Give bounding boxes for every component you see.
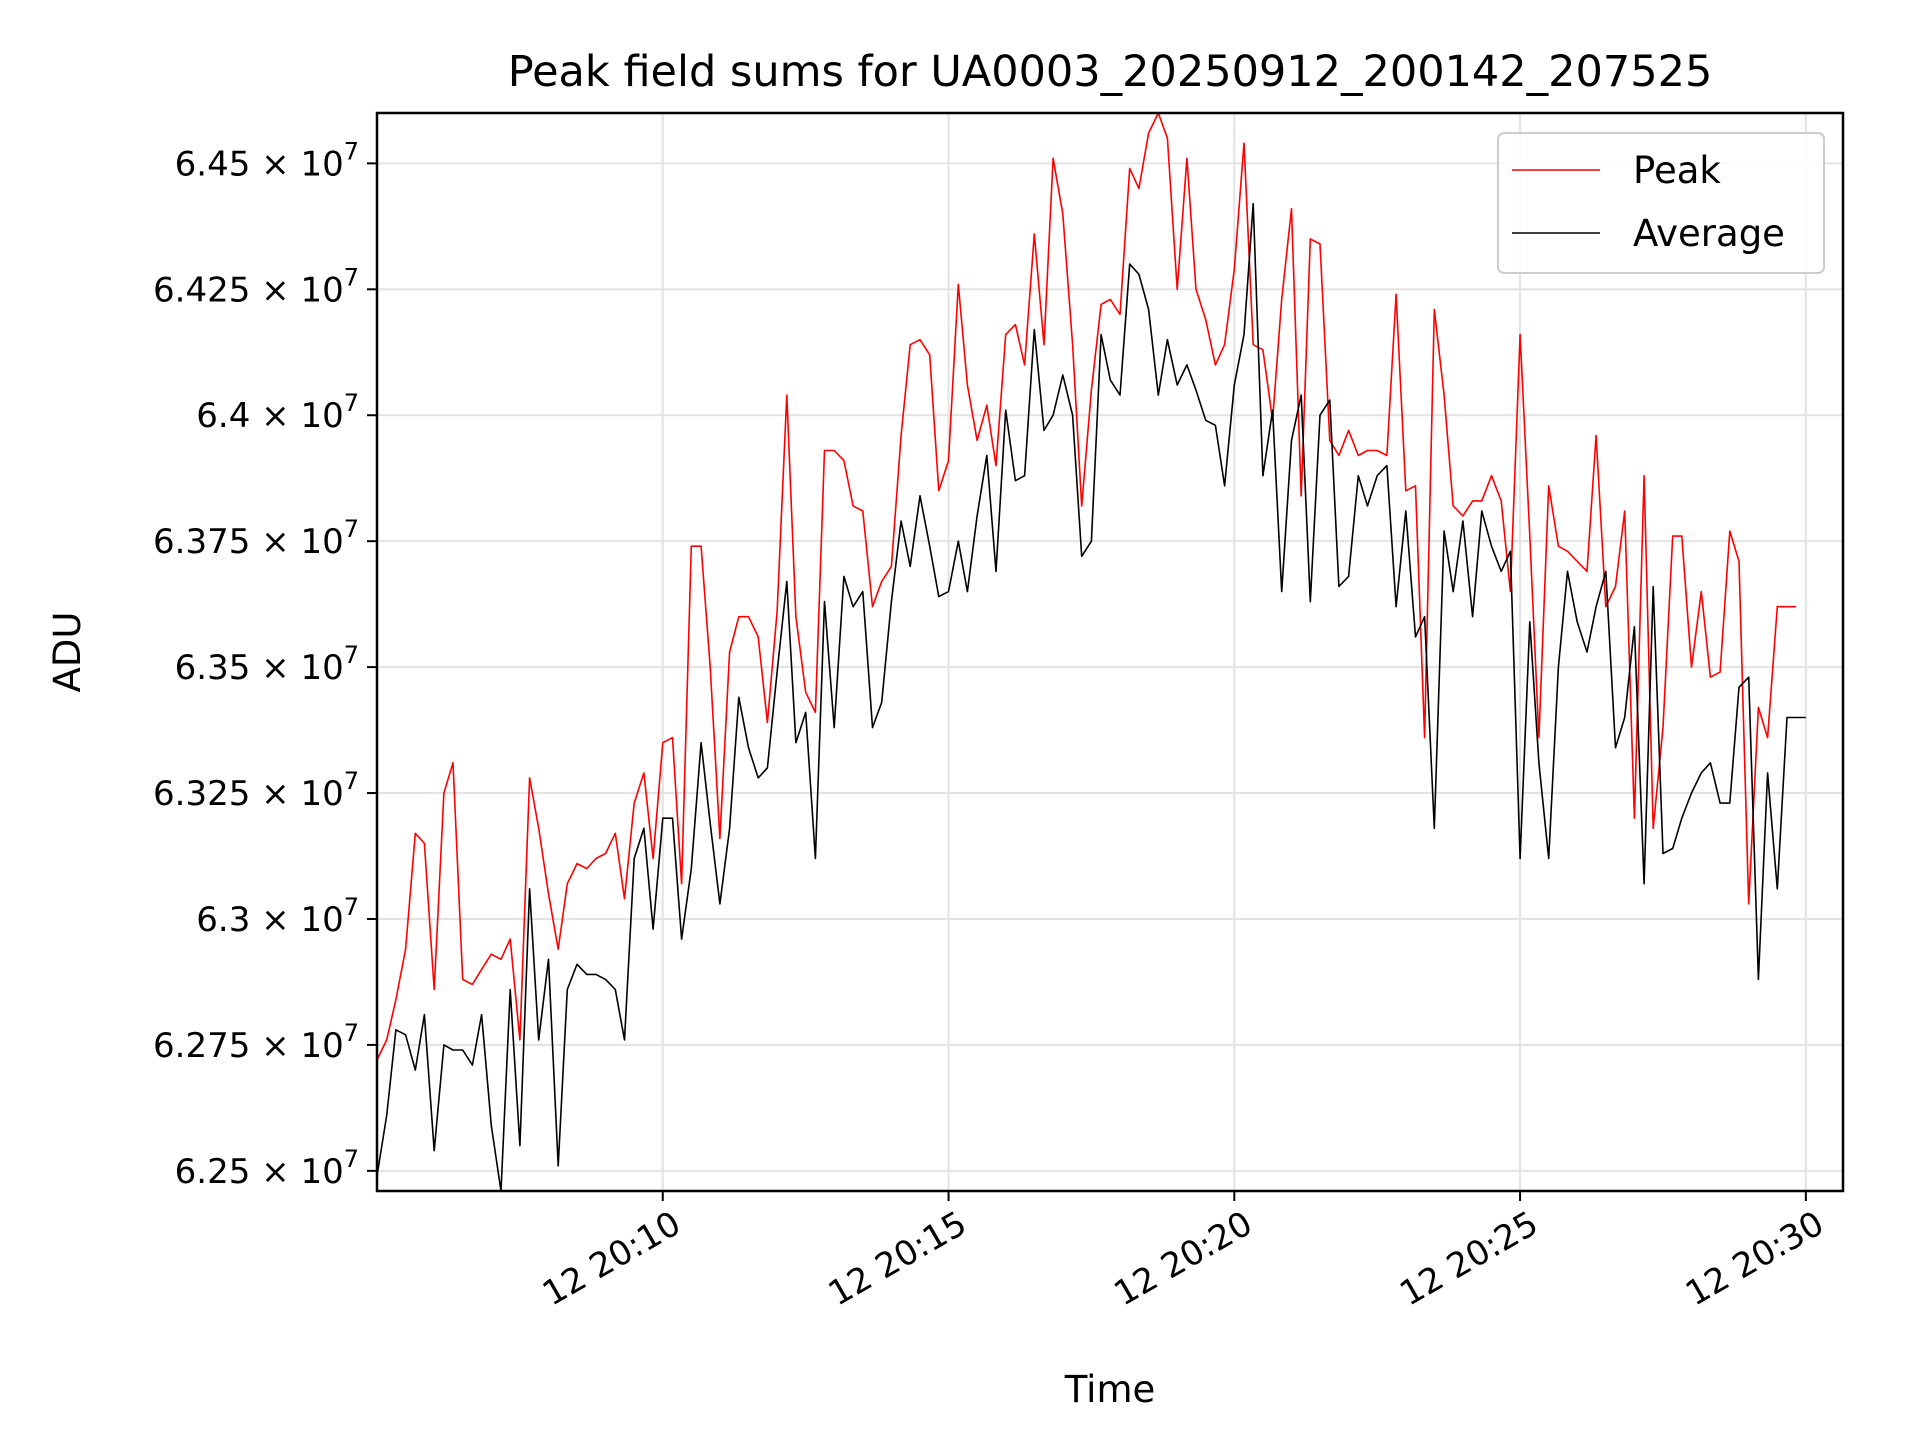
legend-label-average: Average	[1633, 212, 1785, 255]
series-line-peak	[376, 112, 1797, 1061]
y-tick-label: 6.45 × 107	[175, 137, 359, 184]
legend-label-peak: Peak	[1633, 149, 1721, 192]
legend: Peak Average	[1497, 132, 1825, 274]
y-tick-label: 6.3 × 107	[196, 893, 359, 940]
y-tick-label: 6.25 × 107	[175, 1145, 359, 1192]
y-tick-label: 6.325 × 107	[153, 767, 359, 814]
series-line-average	[376, 202, 1806, 1192]
y-tick-label: 6.275 × 107	[153, 1019, 359, 1066]
chart-title: Peak field sums for UA0003_20250912_2001…	[508, 47, 1713, 97]
legend-box	[1497, 132, 1825, 274]
y-tick-label: 6.375 × 107	[153, 515, 359, 562]
y-tick-label: 6.35 × 107	[175, 641, 359, 688]
y-tick-label: 6.4 × 107	[196, 389, 359, 436]
y-axis-label: ADU	[46, 612, 89, 693]
grid	[377, 113, 1843, 1191]
y-axis-ticks: 6.25 × 107 6.275 × 107 6.3 × 107 6.325 × 10…	[153, 137, 377, 1192]
series-lines	[376, 112, 1806, 1192]
y-tick-label: 6.425 × 107	[153, 263, 359, 310]
x-axis-label: Time	[1064, 1368, 1156, 1411]
plot-area-frame	[375, 111, 1845, 1193]
